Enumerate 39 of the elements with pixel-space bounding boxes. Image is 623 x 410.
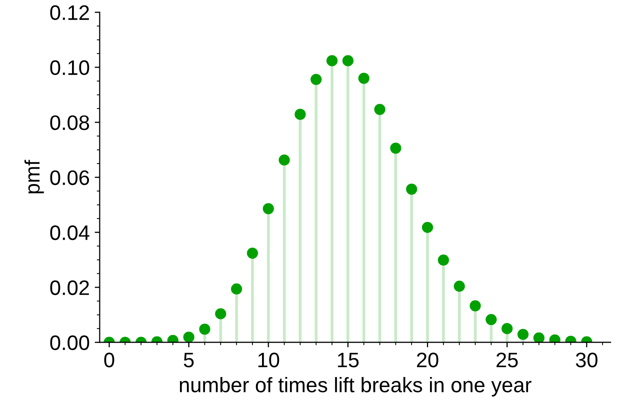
point [326, 55, 338, 66]
point [230, 283, 242, 295]
point [215, 308, 226, 320]
point [422, 222, 434, 233]
point [183, 332, 194, 342]
point [374, 104, 386, 115]
point [294, 108, 306, 120]
y-tick-label: 0.10 [50, 60, 90, 76]
point [310, 74, 322, 85]
point [454, 280, 465, 292]
point [246, 248, 258, 259]
y-tick-label: 0.12 [50, 5, 89, 20]
x-tick-label: 20 [416, 352, 438, 368]
point [262, 203, 274, 214]
point [517, 328, 529, 340]
point [199, 324, 210, 335]
y-tick-label: 0.04 [50, 225, 90, 240]
y-tick-label: 0.08 [50, 115, 90, 130]
point [342, 55, 354, 66]
x-tick-label: 0 [104, 352, 114, 368]
point [358, 72, 370, 84]
x-tick-label: 15 [338, 352, 359, 368]
point [278, 154, 290, 166]
x-tick-label: 5 [184, 352, 194, 368]
x-tick-label: 10 [258, 352, 280, 368]
point [502, 323, 513, 334]
x-axis-title: number of times lift breaks in one year [180, 377, 532, 396]
x-tick-label: 30 [576, 352, 598, 368]
x-tick-label: 25 [496, 352, 518, 368]
y-tick-label: 0.06 [50, 170, 90, 186]
point [533, 332, 544, 342]
y-tick-label: 0.02 [50, 280, 89, 296]
point [406, 184, 418, 195]
y-tick-label: 0.00 [50, 335, 90, 350]
point [486, 314, 497, 326]
point [438, 254, 449, 266]
y-axis-title: pmf [24, 160, 44, 194]
point [470, 300, 481, 312]
point [390, 142, 402, 154]
